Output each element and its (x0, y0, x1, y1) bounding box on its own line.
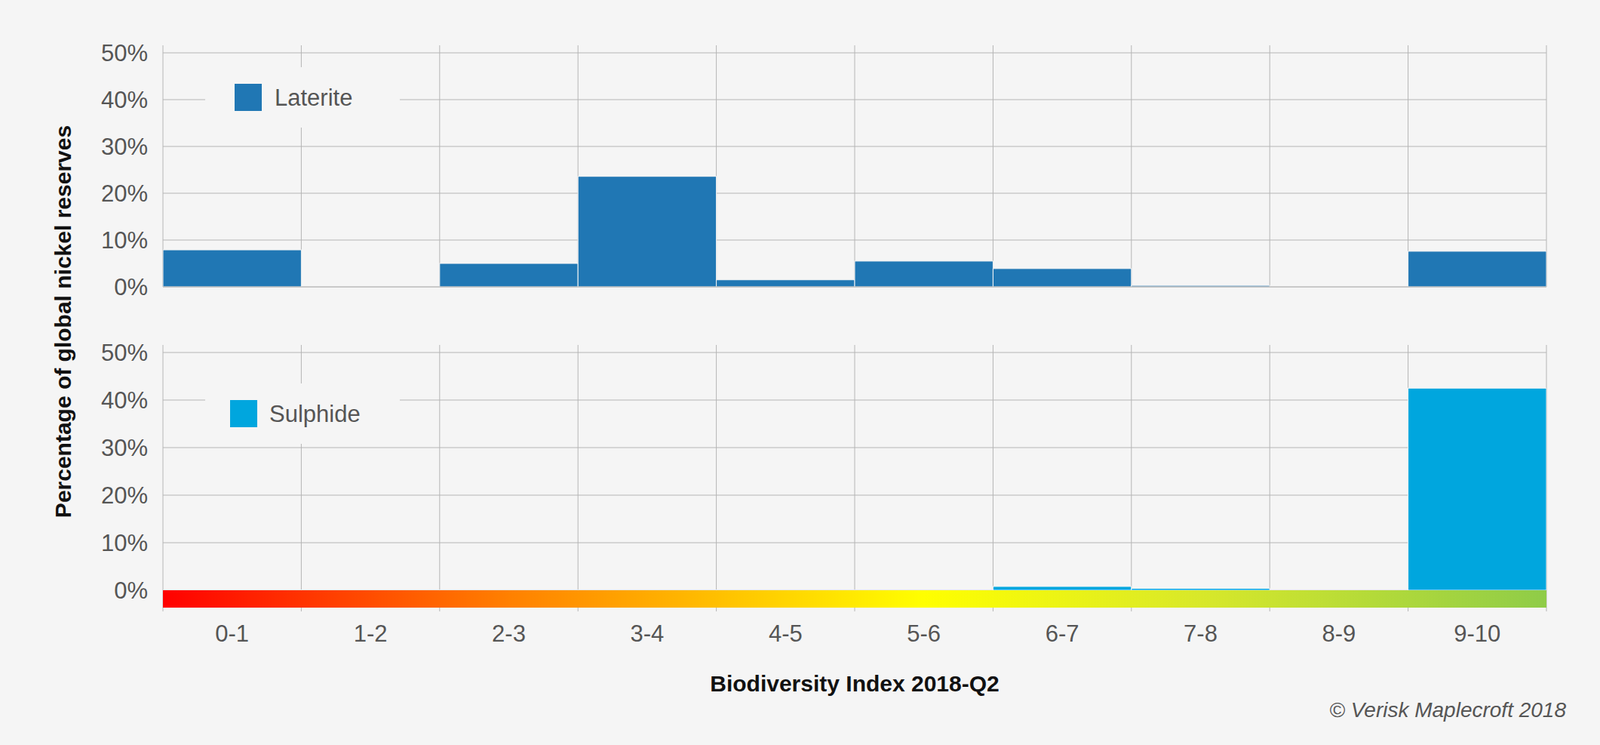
background (0, 0, 1600, 745)
category-divider (1269, 344, 1271, 612)
category-divider (854, 45, 856, 287)
bar (1131, 587, 1270, 590)
y-tick-label: 40% (101, 386, 148, 414)
bar (162, 589, 301, 591)
y-tick-label: 50% (101, 39, 148, 67)
category-divider (439, 344, 440, 612)
bar (992, 586, 1131, 590)
legend-swatch (230, 399, 258, 427)
bar (716, 279, 855, 287)
bar (439, 589, 578, 591)
x-tick-label: 3-4 (629, 620, 664, 647)
x-tick-label: 6-7 (1045, 620, 1080, 647)
x-tick-label: 0-1 (214, 620, 249, 647)
bar (300, 589, 440, 591)
category-divider (577, 344, 579, 612)
source: © Verisk Maplecroft 2018 (1329, 697, 1567, 722)
category-divider (1269, 45, 1271, 287)
x-tick-label: 7-8 (1183, 620, 1218, 647)
category-divider (992, 344, 994, 612)
category-divider (1407, 45, 1409, 287)
y-axis-label: Percentage of global nickel reserves (50, 125, 76, 518)
y-tick-label: 40% (101, 86, 148, 114)
grid-line (162, 286, 1547, 288)
y-tick-label: 20% (101, 180, 148, 207)
y-tick-label: 20% (101, 482, 148, 509)
legend-label: Sulphide (269, 400, 361, 427)
bar (162, 249, 301, 287)
x-tick-label: 8-9 (1321, 620, 1356, 647)
category-divider (1130, 45, 1132, 287)
chart: 0% 10% 20% 30% 40% 50% Laterite 0% 10% 20% 30% 40% 5… (0, 0, 1600, 745)
bars (162, 387, 1547, 590)
category-divider (715, 344, 717, 612)
category-divider (439, 45, 440, 287)
bar (992, 268, 1131, 287)
bar (716, 589, 855, 591)
panel-1: 0% 10% 20% 30% 40% 50% Sulphide 0-1 1-2 2-3 3-4 4-5… (101, 339, 1547, 647)
x-tick-label: 1-2 (353, 620, 388, 647)
x-tick-label: 9-10 (1453, 620, 1501, 647)
y-tick-label: 30% (101, 133, 148, 160)
bar (854, 589, 993, 591)
bar (1269, 589, 1408, 591)
y-tick-label: 0% (113, 577, 148, 604)
panel-0: 0% 10% 20% 30% 40% 50% Laterite (101, 39, 1547, 301)
legend-label: Laterite (274, 84, 353, 111)
bar (577, 589, 716, 591)
category-divider (992, 45, 994, 287)
bar (577, 176, 716, 287)
biodiversity-scale (162, 589, 1547, 608)
x-tick-label: 2-3 (491, 620, 526, 647)
y-tick-label: 30% (101, 434, 148, 461)
x-axis (162, 286, 1547, 288)
y-tick-label: 10% (101, 227, 148, 254)
legend-background (205, 67, 400, 128)
x-tick-label: 4-5 (768, 620, 803, 647)
category-divider (1546, 45, 1548, 287)
bars (162, 176, 1547, 287)
category-divider (1130, 344, 1132, 612)
legend-swatch (234, 83, 262, 111)
y-tick-label: 0% (113, 273, 148, 301)
bar (1408, 251, 1547, 287)
category-divider (162, 344, 164, 612)
y-tick-label: 10% (101, 529, 148, 556)
bar (439, 263, 578, 287)
category-divider (854, 344, 856, 612)
x-axis-label: Biodiversity Index 2018-Q2 (709, 670, 1000, 696)
y-tick-label: 50% (101, 339, 148, 366)
bar (1408, 387, 1547, 590)
legend-background (205, 383, 400, 444)
bar (854, 261, 993, 287)
x-tick-label: 5-6 (906, 620, 941, 647)
